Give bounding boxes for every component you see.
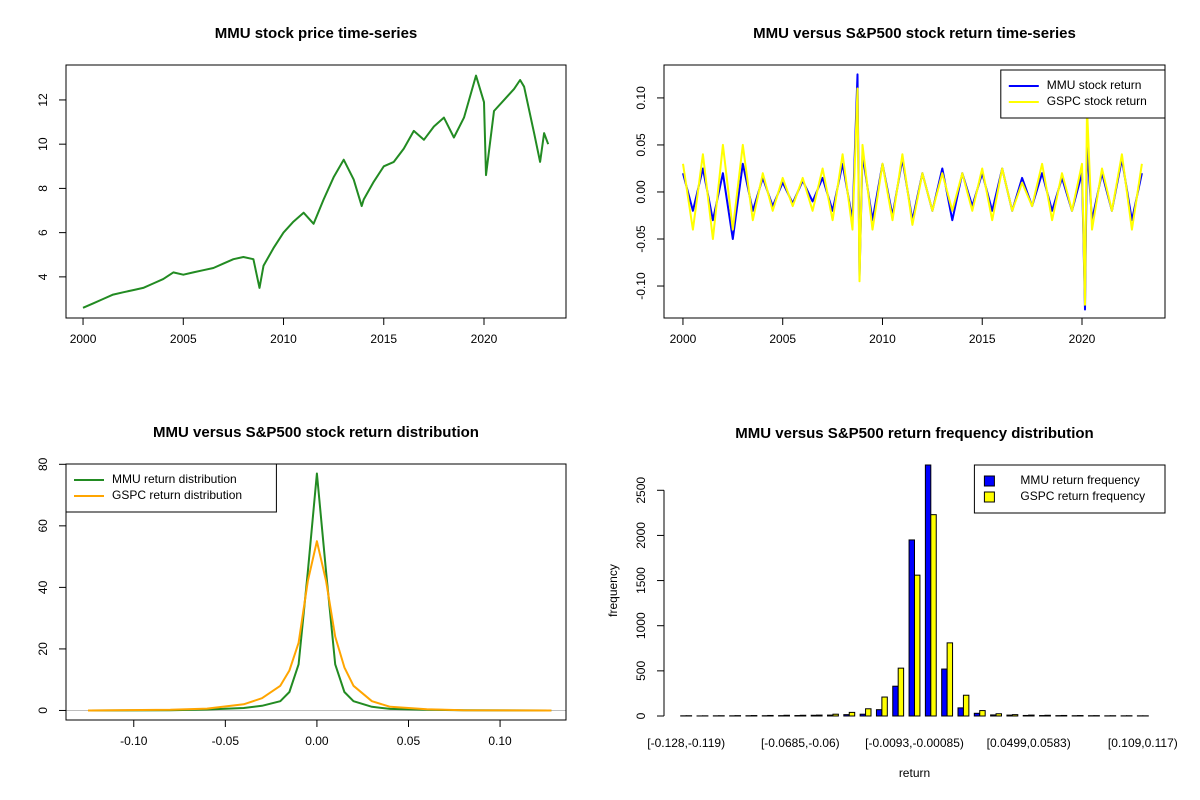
y-tick-label: 2000 <box>634 522 648 549</box>
plot-box <box>65 64 567 319</box>
legend-label: MMU return frequency <box>1020 473 1139 487</box>
x-tick-label: [-0.0685,-0.06) <box>761 736 840 750</box>
legend-box <box>65 463 277 513</box>
x-tick-label: 2010 <box>869 332 896 346</box>
y-tick-label: 40 <box>36 580 50 594</box>
bar <box>962 694 970 717</box>
x-tick-label: -0.10 <box>120 734 148 748</box>
bar <box>832 713 839 717</box>
series-line <box>682 87 1143 306</box>
bar <box>1022 714 1030 717</box>
legend-label: GSPC stock return <box>1047 94 1147 108</box>
x-tick-label: 0.05 <box>397 734 421 748</box>
y-tick-label: 1000 <box>634 612 648 639</box>
y-tick-label: -0.05 <box>634 225 648 253</box>
bar <box>892 685 899 717</box>
bar <box>859 713 867 717</box>
bar <box>897 667 905 717</box>
chart-title: MMU versus S&P500 stock return time-seri… <box>753 25 1076 42</box>
y-tick-label: 1500 <box>634 567 648 594</box>
x-tick-label: [0.109,0.117) <box>1108 736 1178 750</box>
chart-title: MMU versus S&P500 return frequency distr… <box>735 425 1093 442</box>
x-tick-label: 2010 <box>270 332 297 346</box>
y-tick-label: 500 <box>634 661 648 681</box>
x-tick-label: 2020 <box>471 332 498 346</box>
bar <box>973 712 981 717</box>
y-tick-label: 4 <box>36 273 50 280</box>
y-tick-label: 0 <box>634 712 648 719</box>
bar <box>767 714 774 717</box>
bar <box>810 714 818 717</box>
x-tick-label: -0.05 <box>212 734 240 748</box>
legend-label: MMU return distribution <box>112 472 237 486</box>
bar <box>930 514 937 717</box>
y-tick-label: 6 <box>36 229 50 236</box>
x-tick-label: 2000 <box>670 332 697 346</box>
bar <box>924 464 932 717</box>
y-tick-label: 0 <box>36 707 50 714</box>
x-tick-label: 2015 <box>370 332 397 346</box>
legend-label: MMU stock return <box>1047 78 1142 92</box>
legend-box <box>973 464 1166 514</box>
y-tick-label: 60 <box>36 519 50 533</box>
legend-box <box>1000 69 1166 119</box>
y-tick-label: 0.00 <box>634 180 648 204</box>
x-tick-label: 2015 <box>969 332 996 346</box>
x-tick-label: [0.0499,0.0583) <box>987 736 1071 750</box>
y-tick-label: 12 <box>36 93 50 107</box>
y-tick-label: 10 <box>36 137 50 151</box>
x-tick-label: 0.10 <box>488 734 512 748</box>
legend-label: GSPC return distribution <box>112 488 242 502</box>
legend-swatch <box>983 491 995 503</box>
y-tick-label: 0.10 <box>634 86 648 110</box>
bar <box>941 668 948 717</box>
chart-title: MMU versus S&P500 stock return distribut… <box>153 424 479 441</box>
bar <box>881 696 888 717</box>
legend-swatch <box>983 475 995 487</box>
bar <box>1011 714 1019 717</box>
x-tick-label: [-0.128,-0.119) <box>647 736 725 750</box>
bar <box>1028 714 1035 717</box>
legend-label: GSPC return frequency <box>1020 489 1145 503</box>
bar <box>799 714 807 717</box>
bar <box>875 709 883 717</box>
series-line <box>87 540 552 712</box>
bar <box>946 642 954 717</box>
plot-box <box>65 463 567 721</box>
plot-box <box>663 64 1166 319</box>
bar <box>865 708 872 717</box>
bar <box>1060 714 1068 717</box>
x-tick-label: 2005 <box>769 332 796 346</box>
x-tick-label: [-0.0093,-0.00085) <box>865 736 964 750</box>
bar <box>957 707 964 717</box>
bar <box>990 714 997 717</box>
x-tick-label: 2020 <box>1069 332 1096 346</box>
y-tick-label: 8 <box>36 185 50 192</box>
y-tick-label: 20 <box>36 642 50 656</box>
bar <box>995 713 1002 717</box>
x-tick-label: 2000 <box>70 332 97 346</box>
bar <box>914 574 921 717</box>
x-axis-label: return <box>899 766 930 780</box>
y-tick-label: 2500 <box>634 477 648 504</box>
y-tick-label: 80 <box>36 457 50 471</box>
bar <box>843 714 850 717</box>
bar <box>979 710 986 717</box>
bar <box>908 539 916 717</box>
bar <box>1044 714 1051 717</box>
x-tick-label: 0.00 <box>305 734 329 748</box>
bar <box>827 714 834 717</box>
bar <box>848 711 856 717</box>
y-axis-label: frequency <box>606 564 620 617</box>
bar <box>1006 714 1013 717</box>
bar <box>816 714 823 717</box>
y-tick-label: -0.10 <box>634 272 648 300</box>
bar <box>783 714 790 717</box>
y-tick-label: 0.05 <box>634 133 648 157</box>
series-line <box>87 472 552 712</box>
x-tick-label: 2005 <box>170 332 197 346</box>
chart-title: MMU stock price time-series <box>215 25 418 42</box>
series-line <box>82 74 550 309</box>
